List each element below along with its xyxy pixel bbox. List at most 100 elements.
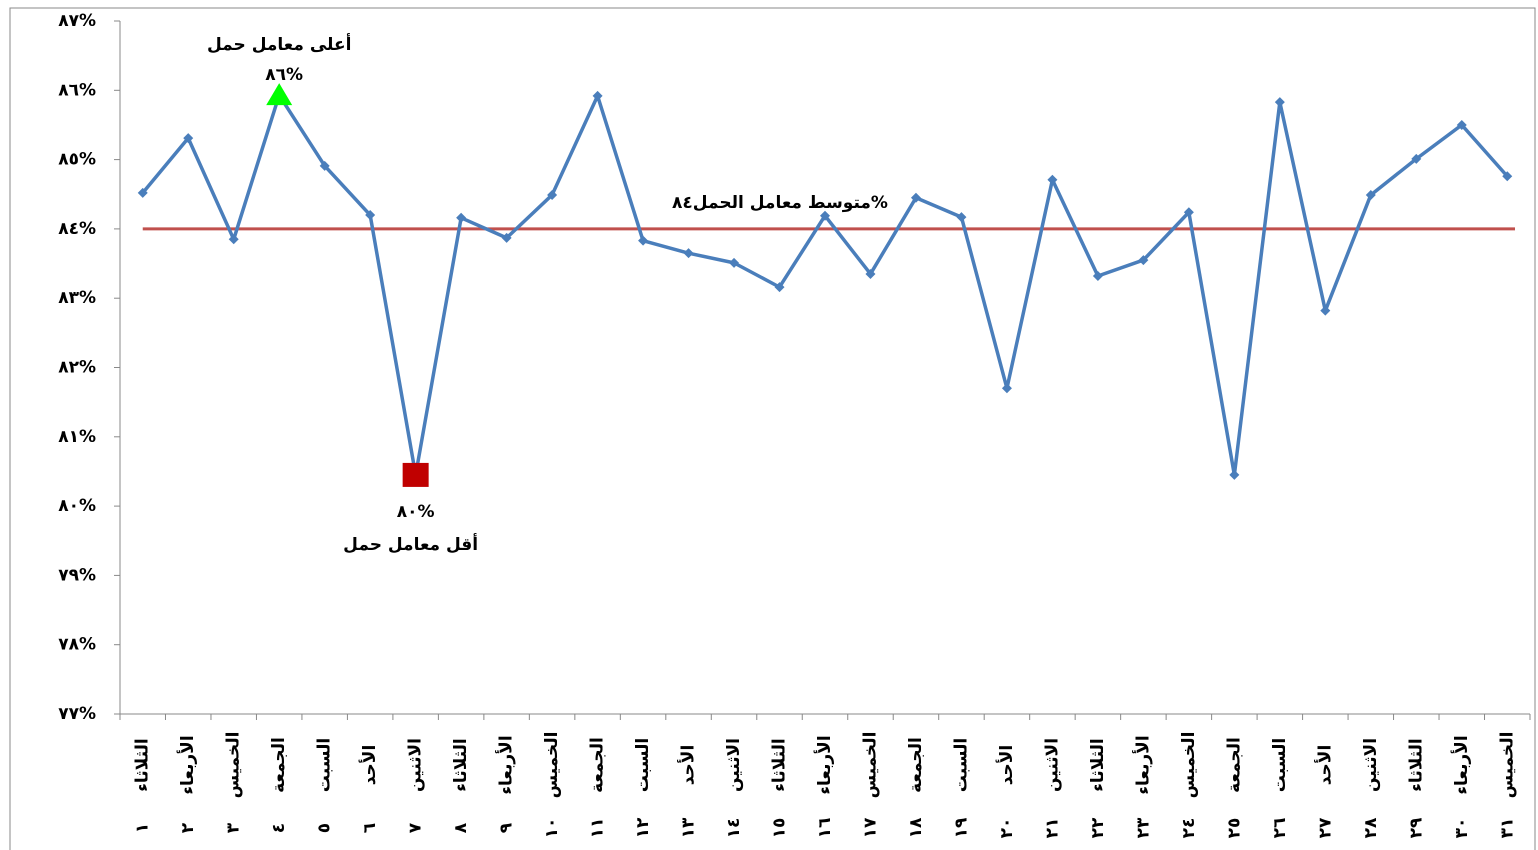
x-tick-label: الخميس [1497, 732, 1517, 799]
x-tick-number: ٢٤ [1179, 818, 1199, 839]
y-tick-label: ٨٤% [58, 219, 96, 239]
x-tick-label: السبت [1270, 738, 1290, 792]
x-tick-label: الثلاثاء [133, 738, 153, 792]
data-point [1411, 153, 1422, 164]
x-tick-label: الخميس [224, 732, 244, 799]
y-tick-label: ٨٧% [58, 11, 96, 31]
data-point [183, 133, 194, 144]
x-tick-label: الجمعة [588, 737, 608, 793]
x-tick-number: ٣٠ [1452, 818, 1472, 839]
data-point [1001, 383, 1012, 394]
data-point [1274, 97, 1285, 108]
x-tick-label: الأربعاء [814, 735, 835, 794]
x-tick-number: ٣١ [1497, 818, 1517, 839]
x-tick-label: الأحد [678, 745, 699, 786]
data-point [1365, 189, 1376, 200]
x-tick-number: ٨ [451, 822, 471, 833]
x-tick-number: ٩ [497, 822, 517, 833]
data-point [729, 257, 740, 268]
annotation-value: ٨٠% [397, 502, 435, 522]
x-tick-number: ٤ [269, 823, 289, 833]
x-tick-number: ١٢ [633, 817, 653, 838]
data-point [1047, 174, 1058, 185]
data-point [228, 234, 239, 245]
x-tick-number: ١٩ [951, 817, 971, 838]
data-point [547, 189, 558, 200]
x-tick-label: الاثنين [724, 738, 744, 792]
x-tick-number: ٧ [406, 822, 426, 833]
x-tick-number: ١٣ [679, 817, 699, 838]
data-point [910, 192, 921, 203]
x-tick-label: الأربعاء [1451, 735, 1472, 794]
x-tick-number: ٥ [315, 823, 335, 833]
data-point [319, 160, 330, 171]
data-point [1138, 255, 1149, 266]
x-tick-label: الثلاثاء [1088, 738, 1108, 792]
x-tick-number: ٢٠ [997, 818, 1017, 839]
data-point [137, 187, 148, 198]
x-tick-number: ٢٩ [1406, 817, 1426, 838]
data-line [141, 93, 1509, 477]
x-tick-number: ١١ [588, 818, 608, 839]
x-tick-label: الجمعة [906, 737, 926, 793]
x-tick-number: ٢٨ [1361, 817, 1381, 838]
x-tick-label: الثلاثاء [770, 738, 790, 792]
x-tick-number: ٢ [178, 822, 198, 833]
annotation-value: ٨٦% [265, 65, 303, 85]
x-tick-label: الأربعاء [1132, 735, 1153, 794]
x-tick-number: ٣ [224, 822, 244, 833]
x-tick-label: الاثنين [1361, 738, 1381, 792]
y-tick-label: ٨٢% [58, 358, 96, 378]
y-tick-label: ٨٦% [58, 80, 96, 100]
average-label: متوسط معامل الحمل٨٤% [672, 193, 888, 213]
x-tick-label: الأربعاء [177, 735, 198, 794]
x-tick-label: الجمعة [269, 737, 289, 793]
y-tick-label: ٧٧% [58, 704, 96, 724]
x-tick-number: ٢١ [1042, 818, 1062, 839]
x-tick-number: ١٧ [860, 817, 880, 838]
y-tick-label: ٧٨% [58, 635, 96, 655]
x-tick-number: ٢٣ [1133, 817, 1153, 838]
x-tick-number: ٢٦ [1270, 818, 1290, 839]
data-point [1320, 305, 1331, 316]
data-point [365, 210, 376, 221]
data-point [1456, 119, 1467, 130]
y-tick-label: ٨٠% [58, 496, 96, 516]
x-tick-label: الأحد [359, 745, 380, 786]
y-tick-label: ٨٥% [58, 150, 96, 170]
data-point [1092, 271, 1103, 282]
x-tick-label: الثلاثاء [451, 738, 471, 792]
y-tick-label: ٧٩% [58, 565, 96, 585]
data-point [456, 212, 467, 223]
x-tick-label: الثلاثاء [1406, 738, 1426, 792]
y-tick-label: ٨١% [58, 427, 96, 447]
x-tick-label: الاثنين [1042, 738, 1062, 792]
x-tick-number: ٢٧ [1315, 817, 1335, 838]
x-tick-label: الخميس [860, 732, 880, 799]
max-marker [266, 83, 293, 106]
x-tick-label: الجمعة [1224, 737, 1244, 793]
x-tick-label: الأحد [1314, 745, 1335, 786]
x-tick-label: الأحد [996, 745, 1017, 786]
x-tick-number: ١٠ [542, 818, 562, 839]
x-tick-number: ١٦ [815, 818, 835, 839]
min-marker [402, 462, 429, 487]
data-point [501, 232, 512, 243]
x-tick-label: الخميس [542, 732, 562, 799]
chart-frame [9, 7, 1536, 850]
x-tick-label: الاثنين [406, 738, 426, 792]
data-point [956, 212, 967, 223]
data-point [774, 282, 785, 293]
data-point [638, 235, 649, 246]
x-tick-label: السبت [315, 738, 335, 792]
x-tick-number: ٢٢ [1088, 817, 1108, 838]
x-tick-label: الخميس [1179, 732, 1199, 799]
x-tick-number: ٢٥ [1224, 818, 1244, 839]
x-tick-label: السبت [633, 738, 653, 792]
x-tick-number: ٦ [360, 823, 380, 833]
x-tick-number: ١٥ [770, 818, 790, 839]
x-tick-number: ١٨ [906, 817, 926, 838]
data-point [865, 268, 876, 279]
data-point [1183, 207, 1194, 218]
